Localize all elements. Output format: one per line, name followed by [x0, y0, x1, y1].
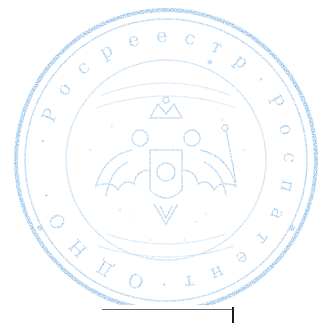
- eagle-emblem-icon: [94, 96, 238, 226]
- seal-rings: · Р о с р е е с т р · Р о с п а т е н т …: [14, 8, 318, 312]
- document-edge-fragment: [92, 305, 244, 323]
- seal-texture: [88, 118, 246, 242]
- seal-star-marks: [37, 59, 295, 231]
- seal-inner-lines: [95, 82, 237, 258]
- seal-ring-lettering: · Р о с р е е с т р · Р о с п а т е н т …: [32, 25, 301, 295]
- document-rule-line: [102, 309, 232, 310]
- document-vertical-mark: [232, 307, 234, 323]
